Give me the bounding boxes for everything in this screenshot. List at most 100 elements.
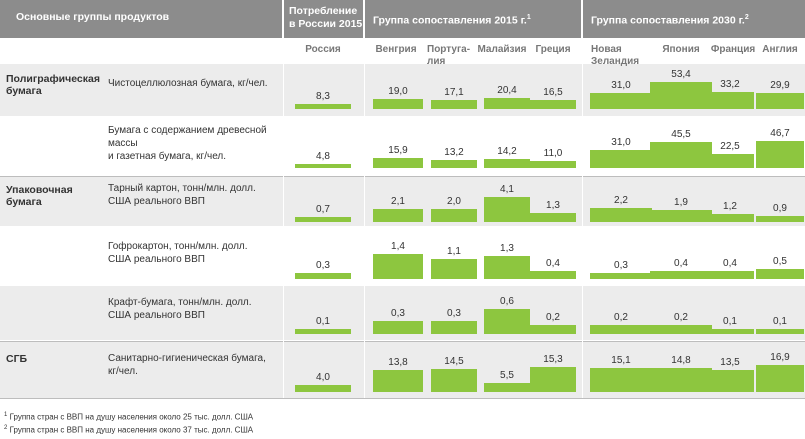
bar <box>484 98 530 108</box>
header-groups: Основные группы продуктов <box>0 0 282 38</box>
column-divider <box>582 38 583 398</box>
bar <box>373 99 423 108</box>
bar-baseline <box>295 333 351 334</box>
bar-value-label: 2,1 <box>391 196 405 207</box>
bar <box>590 368 652 391</box>
bar-value-label: 4,1 <box>500 184 514 195</box>
bar-value-label: 1,9 <box>674 197 688 208</box>
bar-value-label: 0,2 <box>614 312 628 323</box>
bar-baseline <box>756 167 804 168</box>
bar <box>373 321 423 333</box>
product-line: кг/чел. <box>108 366 138 377</box>
country-line: Малайзия <box>477 44 527 55</box>
group-line: Полиграфическая <box>6 73 100 85</box>
bar <box>530 325 576 333</box>
bar <box>756 93 804 108</box>
group-line: Упаковочная <box>6 184 73 196</box>
product-label-woodfree: Чистоцеллюлозная бумага, кг/чел. <box>108 77 288 90</box>
bar-value-label: 13,5 <box>720 357 740 368</box>
bar-value-label: 31,0 <box>611 80 631 91</box>
product-line: США реального ВВП <box>108 196 205 207</box>
bar-value-label: 53,4 <box>671 69 691 80</box>
bar <box>530 367 576 391</box>
header-group-2015: Группа сопоставления 2015 г.1 <box>365 0 581 38</box>
bar-value-label: 0,1 <box>723 316 737 327</box>
bar-value-label: 2,0 <box>447 196 461 207</box>
bar-value-label: 16,9 <box>770 352 790 363</box>
country-line: Венгрия <box>375 44 417 55</box>
bar-baseline <box>431 108 477 109</box>
header-group-2015-label: Группа сопоставления 2015 г. <box>373 14 527 27</box>
bar-baseline <box>484 221 530 222</box>
bar <box>530 271 576 278</box>
country-line: лия <box>427 56 446 67</box>
country-label-france: Франция <box>707 44 759 56</box>
header-group-2030: Группа сопоставления 2030 г.2 <box>583 0 805 38</box>
bar <box>373 158 423 167</box>
header-consumption-line-1: Потребление <box>289 5 358 17</box>
bar-value-label: 31,0 <box>611 137 631 148</box>
header-consumption: Потребление в России 2015 <box>284 0 363 38</box>
bar-baseline <box>373 333 423 334</box>
bar-baseline <box>530 333 576 334</box>
country-label-new-zealand: Новая Зеландия <box>591 44 651 68</box>
bar <box>706 329 754 333</box>
separator <box>0 398 805 399</box>
bar <box>295 164 351 167</box>
group-label-printing: Полиграфическая бумага <box>6 73 100 97</box>
bar-baseline <box>530 108 576 109</box>
bar-value-label: 8,3 <box>316 91 330 102</box>
group-label-sanitary: СГБ <box>6 353 27 365</box>
bar <box>431 321 477 333</box>
footnote-mark: 1 <box>526 14 531 21</box>
country-line: Португа- <box>427 44 471 55</box>
bar-value-label: 0,1 <box>773 316 787 327</box>
bar-baseline <box>590 221 652 222</box>
footnote-mark: 2 <box>744 14 749 21</box>
product-line: Крафт-бумага, тонн/млн. долл. <box>108 297 252 308</box>
bar-baseline <box>431 221 477 222</box>
bar-value-label: 1,3 <box>500 243 514 254</box>
country-label-russia: Россия <box>293 44 353 56</box>
bar-value-label: 1,4 <box>391 241 405 252</box>
bar-baseline <box>706 333 754 334</box>
separator <box>0 176 805 177</box>
bar <box>706 92 754 108</box>
product-line: США реального ВВП <box>108 310 205 321</box>
bar-value-label: 11,0 <box>543 148 563 159</box>
header-group-2030-label: Группа сопоставления 2030 г. <box>591 14 745 27</box>
bar-baseline <box>530 221 576 222</box>
product-label-kraft: Крафт-бумага, тонн/млн. долл. США реальн… <box>108 296 288 322</box>
bar-baseline <box>650 333 712 334</box>
bar-value-label: 0,7 <box>316 204 330 215</box>
country-line: Англия <box>762 44 798 55</box>
product-label-mechanical: Бумага с содержанием древесной массы и г… <box>108 124 288 163</box>
footnote-mark: 2 <box>4 425 8 431</box>
bar-baseline <box>295 167 351 168</box>
bar-baseline <box>295 391 351 392</box>
bar <box>530 100 576 108</box>
column-divider <box>283 38 284 398</box>
header-consumption-line-2: в России 2015 <box>289 18 363 30</box>
bar-baseline <box>706 221 754 222</box>
bar-value-label: 19,0 <box>388 86 408 97</box>
bar-value-label: 4,8 <box>316 151 330 162</box>
bar-baseline <box>650 108 712 109</box>
bar <box>756 141 804 167</box>
country-label-hungary: Венгрия <box>370 44 422 56</box>
bar-baseline <box>484 108 530 109</box>
bar-value-label: 4,0 <box>316 372 330 383</box>
bar-value-label: 0,2 <box>674 312 688 323</box>
bar-value-label: 15,3 <box>543 354 563 365</box>
bar-baseline <box>530 167 576 168</box>
header-groups-label: Основные группы продуктов <box>16 11 170 23</box>
country-line: Новая <box>591 44 622 55</box>
bar-value-label: 29,9 <box>770 80 790 91</box>
bar <box>650 271 712 278</box>
bar-value-label: 14,2 <box>497 146 517 157</box>
bar-baseline <box>650 278 712 279</box>
bar <box>484 256 530 278</box>
bar-value-label: 22,5 <box>720 141 740 152</box>
bar <box>756 269 804 278</box>
country-label-england: Англия <box>755 44 805 56</box>
